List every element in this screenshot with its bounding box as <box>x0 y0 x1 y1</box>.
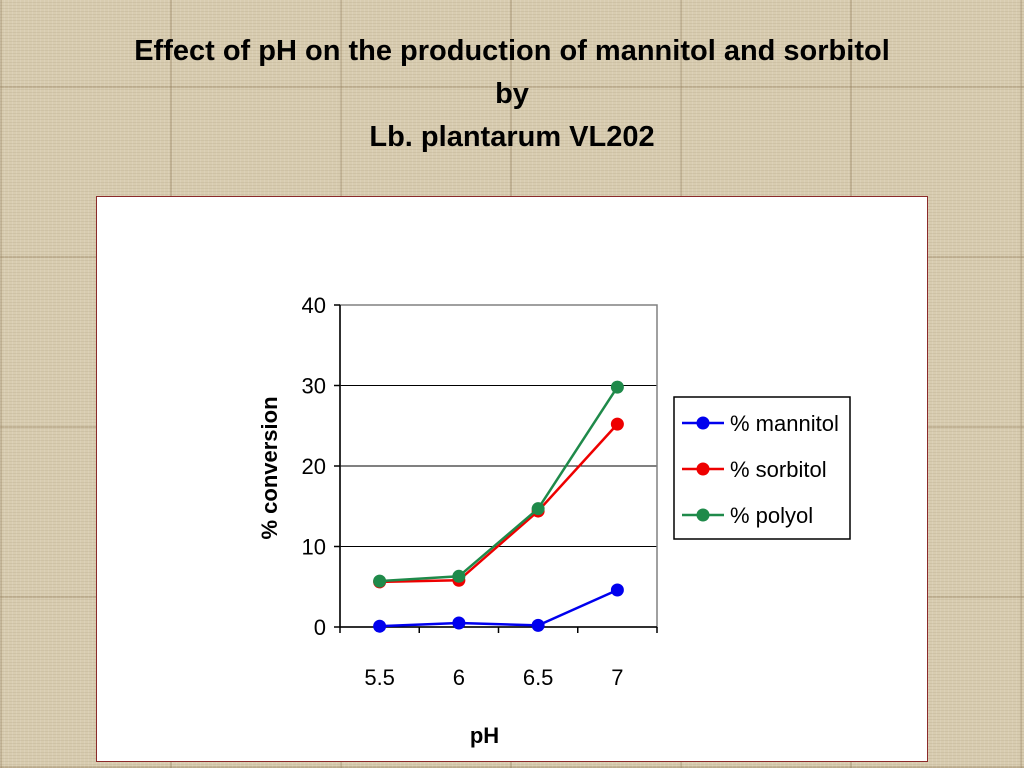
data-point <box>373 619 387 633</box>
y-tick-label: 10 <box>302 535 326 560</box>
series-line-0 <box>379 588 618 628</box>
series-line-2 <box>379 386 619 583</box>
data-point <box>452 569 466 583</box>
y-tick-label: 20 <box>302 454 326 479</box>
legend-swatch-marker <box>696 462 710 476</box>
x-axis-title: pH <box>470 723 499 748</box>
legend-label: % polyol <box>730 503 813 528</box>
title-line-2: by <box>495 78 529 110</box>
x-tick-label: 7 <box>611 665 623 690</box>
data-point <box>452 616 466 630</box>
x-tick-label: 6.5 <box>523 665 554 690</box>
data-point <box>610 417 624 431</box>
chart-panel: 0 10 20 30 40 5.5 6 6.5 7 pH % conversion % mannito… <box>96 196 928 762</box>
legend-label: % sorbitol <box>730 457 827 482</box>
line-chart: 0 10 20 30 40 5.5 6 6.5 7 pH % conversion % mannito… <box>257 293 851 748</box>
legend-swatch-marker <box>696 416 710 430</box>
data-point <box>610 583 624 597</box>
x-tick-label: 6 <box>453 665 465 690</box>
legend-label: % mannitol <box>730 411 839 436</box>
x-tick-label: 5.5 <box>364 665 395 690</box>
y-axis-title: % conversion <box>257 396 282 539</box>
title-line-3: Lb. plantarum VL202 <box>369 121 655 153</box>
data-point <box>531 618 545 632</box>
y-tick-label: 0 <box>314 615 326 640</box>
slide-title: Effect of pH on the production of mannit… <box>0 30 1024 159</box>
y-tick-label: 30 <box>302 374 326 399</box>
legend-swatch-marker <box>696 508 710 522</box>
data-point <box>531 502 545 516</box>
series-line-1 <box>379 423 619 584</box>
title-line-1: Effect of pH on the production of mannit… <box>134 35 890 67</box>
data-point <box>373 574 387 588</box>
y-tick-label: 40 <box>302 293 326 318</box>
data-point <box>610 380 624 394</box>
